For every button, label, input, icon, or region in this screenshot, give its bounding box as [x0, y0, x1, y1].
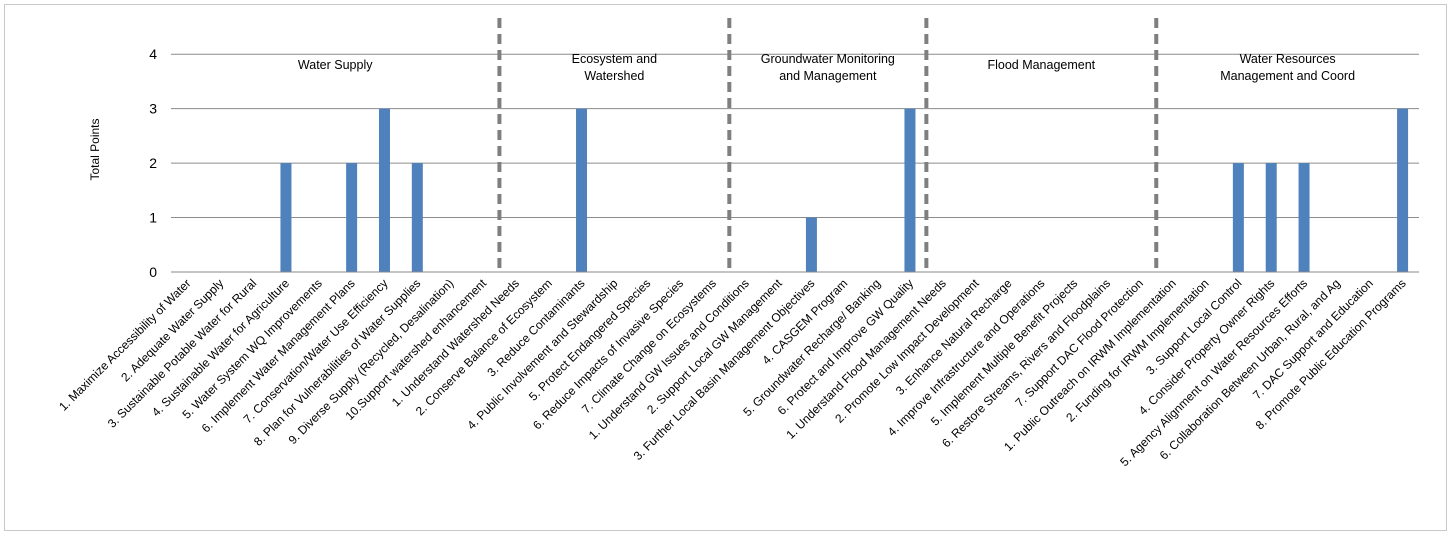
- y-tick-label: 4: [149, 46, 157, 62]
- group-labels: Water Supply Ecosystem and Watershed Ground…: [298, 52, 1355, 83]
- group-label: Groundwater Monitoring and Management: [761, 52, 895, 83]
- y-tick-label: 3: [149, 101, 157, 117]
- bar: [1265, 163, 1277, 272]
- bar-chart: 0 1 2 3 4 Water Supply Ecosystem and Watershed…: [56, 18, 1419, 469]
- group-label: Ecosystem and Watershed: [572, 52, 658, 83]
- bar: [1397, 108, 1409, 273]
- bar: [411, 163, 423, 272]
- group-label: Water Resources Management and Coord: [1220, 52, 1355, 83]
- bar: [805, 217, 817, 272]
- chart-frame: 0 1 2 3 4 Water Supply Ecosystem and Watershed…: [4, 4, 1447, 531]
- bars: [280, 108, 1409, 273]
- bar: [1232, 163, 1244, 272]
- y-tick-label: 0: [149, 264, 157, 280]
- y-axis-ticks: 0 1 2 3 4: [149, 46, 157, 280]
- bar: [1298, 163, 1310, 272]
- group-dividers: [497, 18, 1159, 272]
- y-axis-label: Total Points: [88, 118, 102, 180]
- group-label: Water Supply: [298, 58, 373, 72]
- bar: [378, 108, 390, 273]
- bar: [346, 163, 358, 272]
- y-tick-label: 1: [149, 210, 157, 226]
- y-tick-label: 2: [149, 155, 157, 171]
- group-label: Flood Management: [987, 58, 1095, 72]
- bar: [576, 108, 588, 273]
- bar: [904, 108, 916, 273]
- bar: [280, 163, 292, 272]
